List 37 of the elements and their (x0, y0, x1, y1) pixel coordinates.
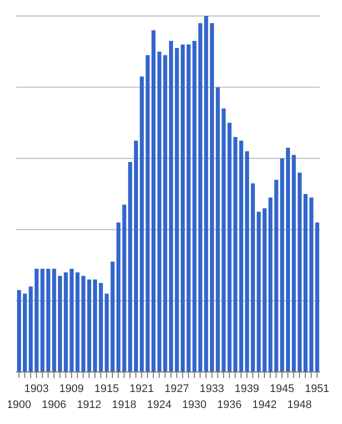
bar (134, 140, 138, 372)
x-tick-label: 1951 (304, 383, 330, 395)
bar (228, 122, 232, 372)
bar (17, 290, 22, 372)
bar (192, 40, 196, 372)
x-tick-label: 1909 (59, 383, 84, 395)
bar (304, 194, 308, 372)
bar (268, 198, 272, 372)
bar (116, 222, 120, 372)
bar (93, 279, 98, 372)
x-tick-label: 1930 (182, 399, 207, 411)
bar (34, 268, 39, 372)
x-tick-label: 1924 (146, 399, 172, 411)
x-tick-label: 1945 (270, 383, 294, 395)
x-tick-label: 1912 (76, 399, 102, 411)
x-tick-label: 1906 (42, 399, 66, 411)
bar (210, 23, 214, 372)
x-tick-label: 1921 (129, 383, 154, 395)
x-tick-label: 1918 (112, 399, 136, 411)
x-tick-label: 1936 (217, 399, 242, 411)
x-tick-label: 1939 (234, 383, 260, 395)
bar (186, 44, 191, 372)
bar (110, 262, 115, 372)
x-tick-label: 1927 (164, 383, 190, 395)
bar (58, 276, 62, 372)
bar (245, 151, 250, 372)
bar (286, 148, 290, 372)
x-tick-label: 1948 (287, 399, 312, 411)
x-tick-label: 1903 (24, 383, 49, 395)
bar (169, 40, 174, 372)
bar (76, 272, 80, 372)
bar (262, 208, 267, 372)
bar (152, 30, 156, 372)
x-tick-label: 1942 (252, 399, 277, 411)
x-tick-label: 1933 (200, 383, 224, 395)
bar (40, 268, 44, 372)
x-tick-label: 1915 (94, 383, 119, 395)
